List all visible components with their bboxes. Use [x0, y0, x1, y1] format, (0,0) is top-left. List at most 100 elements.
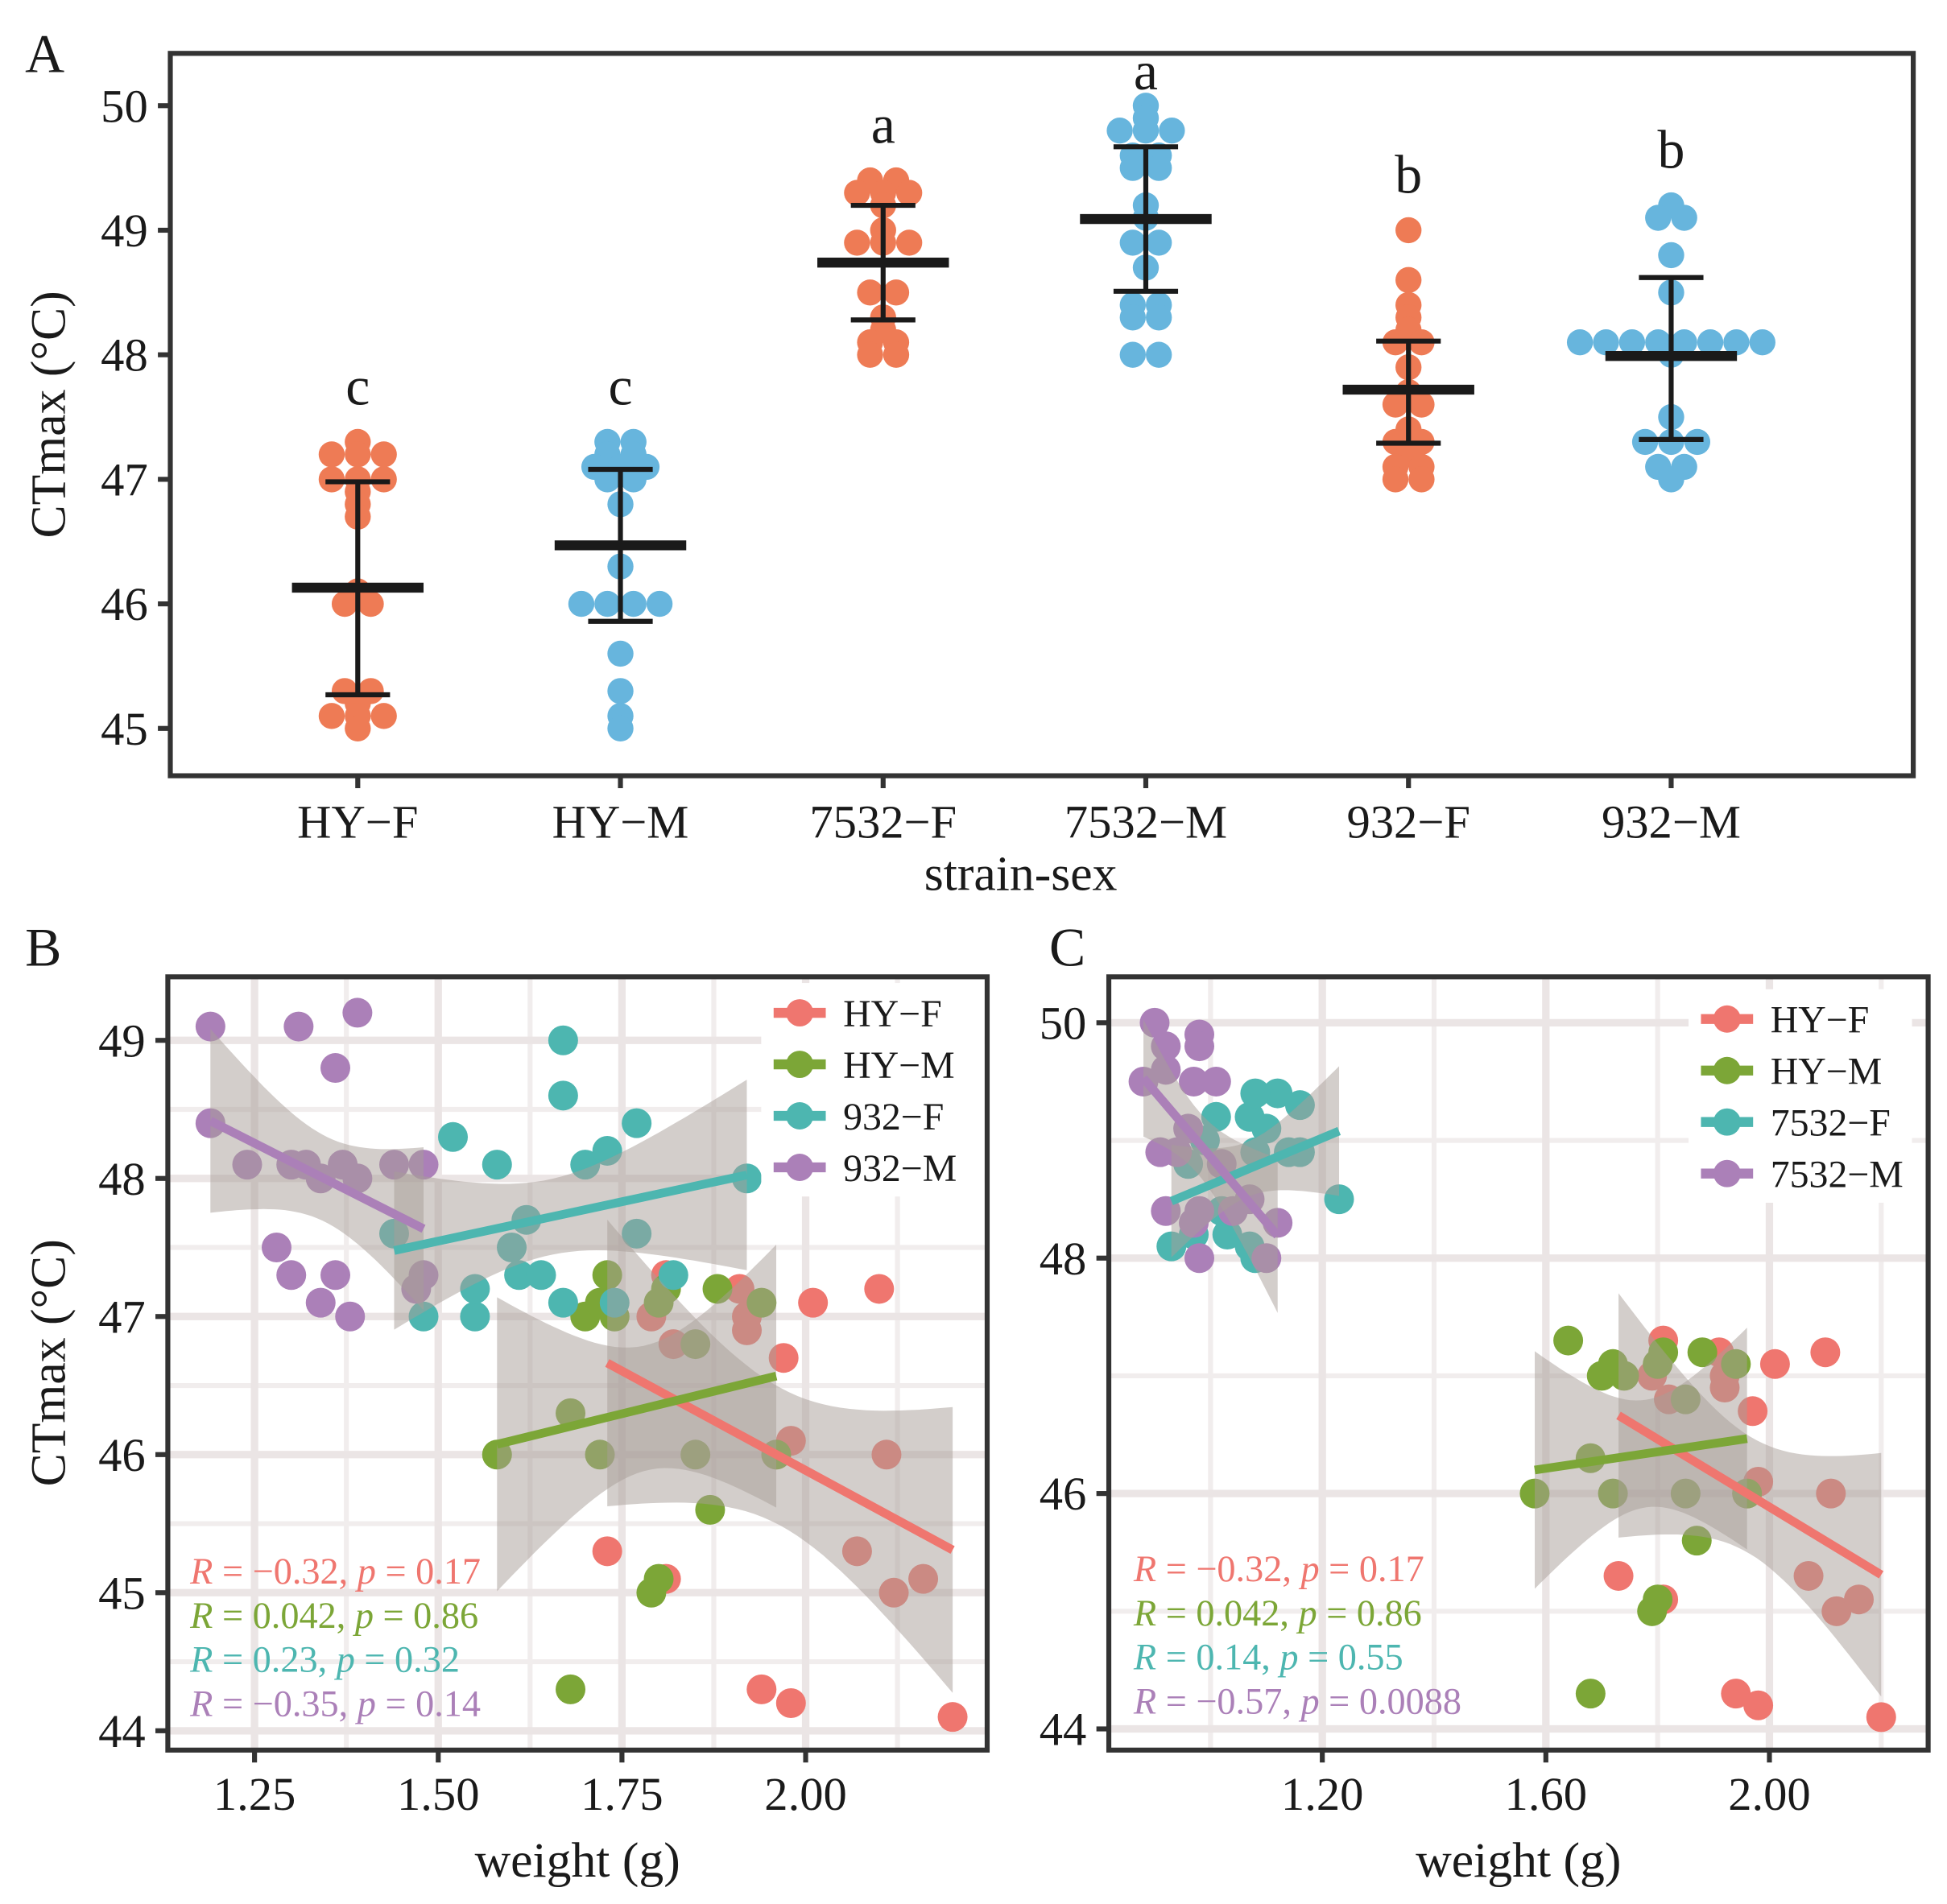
data-point [594, 466, 621, 493]
plot-area [167, 977, 987, 1750]
data-point [1159, 118, 1185, 144]
y-tick-label: 44 [1040, 1704, 1087, 1756]
data-point [556, 1674, 586, 1704]
y-tick-label: 47 [98, 1291, 146, 1343]
group-932−F: b [1342, 145, 1474, 493]
significance-letter: c [345, 357, 370, 417]
stat-value: = 0.86 [1317, 1593, 1422, 1634]
data-point [646, 590, 673, 617]
data-point [857, 279, 883, 306]
data-point [1866, 1702, 1896, 1733]
data-point [1184, 1031, 1214, 1062]
panel-label-C: C [1049, 917, 1085, 977]
y-tick-label: 45 [101, 703, 148, 755]
group-7532−M: a [1080, 41, 1212, 368]
y-axis-title: CTmax (°C) [21, 291, 76, 538]
group-7532−F: a [817, 95, 949, 368]
correlation-annotation: R = −0.35, p = 0.14 [189, 1683, 481, 1724]
data-point [1553, 1325, 1584, 1356]
data-point [798, 1287, 829, 1318]
stat-symbol: R [1133, 1681, 1156, 1722]
stat-value: = 0.55 [1299, 1638, 1403, 1679]
data-point [342, 997, 373, 1028]
stat-value: = −0.32, [213, 1551, 357, 1592]
data-point [1684, 428, 1711, 456]
data-point [895, 180, 923, 206]
data-point [1658, 466, 1685, 493]
data-point [568, 590, 595, 617]
stat-symbol: p [355, 1551, 376, 1592]
data-point [1575, 1679, 1606, 1709]
data-point [276, 1260, 307, 1291]
stat-value: = −0.57, [1156, 1681, 1300, 1722]
significance-letter: b [1395, 145, 1422, 205]
data-point [1119, 341, 1146, 368]
legend-key-dot [786, 1102, 814, 1130]
data-point [460, 1301, 490, 1332]
y-tick-label: 48 [101, 329, 148, 382]
stat-symbol: p [353, 1596, 374, 1637]
group-932−M: b [1566, 120, 1775, 493]
data-point [345, 715, 371, 741]
stat-value: = 0.0088 [1320, 1681, 1461, 1722]
stat-symbol: p [334, 1640, 355, 1681]
data-point [592, 1536, 622, 1567]
data-point [1119, 155, 1146, 181]
panel-label-A: A [25, 23, 64, 84]
x-tick-label: 932−F [1346, 796, 1470, 849]
data-point [658, 1260, 688, 1291]
data-point [1408, 466, 1435, 493]
data-point [526, 1260, 556, 1291]
legend-key-dot [1713, 1005, 1741, 1033]
data-point [864, 1274, 895, 1304]
data-point [1721, 1679, 1751, 1709]
legend-item: 7532−M [1701, 1154, 1904, 1196]
legend-label: HY−F [1771, 999, 1870, 1042]
legend-key-dot [1713, 1108, 1741, 1136]
data-point [883, 279, 910, 306]
data-point [1145, 229, 1172, 256]
data-point [305, 1287, 336, 1318]
significance-letter: c [608, 357, 632, 417]
data-point [331, 590, 358, 617]
x-tick-label: 7532−F [809, 796, 957, 849]
data-point [318, 466, 345, 493]
y-tick-label: 45 [98, 1567, 146, 1619]
stat-symbol: p [1299, 1549, 1320, 1590]
data-point [1671, 204, 1697, 231]
data-point [1697, 329, 1724, 356]
legend-label: 932−F [843, 1096, 944, 1138]
regression-line-HY−M [1534, 1434, 1748, 1475]
data-point [857, 341, 883, 368]
data-point [1145, 304, 1172, 331]
data-point [482, 1150, 512, 1180]
data-point [504, 1260, 535, 1291]
y-tick-label: 47 [101, 453, 148, 506]
data-point [261, 1233, 291, 1263]
data-point [1132, 118, 1160, 144]
data-point [548, 1025, 578, 1055]
y-tick-label: 48 [1040, 1233, 1087, 1285]
data-point [548, 1080, 578, 1111]
data-point [370, 703, 397, 729]
stat-symbol: p [1277, 1638, 1298, 1679]
data-point [370, 466, 397, 493]
y-tick-label: 50 [1040, 997, 1087, 1049]
legend-key-dot [1713, 1056, 1741, 1084]
data-point [844, 180, 870, 206]
data-point [607, 715, 634, 741]
y-tick-label: 46 [98, 1429, 146, 1481]
panel-a: 45 46 47 48 49 50 HY−F HY−M 7532−F 7532−M 932−F 932… [21, 41, 1916, 901]
plot-border [1106, 974, 1931, 1753]
legend-item: 7532−F [1701, 1102, 1891, 1145]
stat-value: = 0.23, [213, 1640, 336, 1681]
data-point [643, 1563, 674, 1594]
data-point [1184, 1243, 1214, 1274]
y-tick-label: 50 [101, 80, 148, 132]
data-point [1618, 329, 1646, 356]
regression-line-HY−F [605, 1359, 955, 1554]
data-point [1408, 391, 1435, 418]
x-tick-label: 932−M [1602, 796, 1741, 849]
